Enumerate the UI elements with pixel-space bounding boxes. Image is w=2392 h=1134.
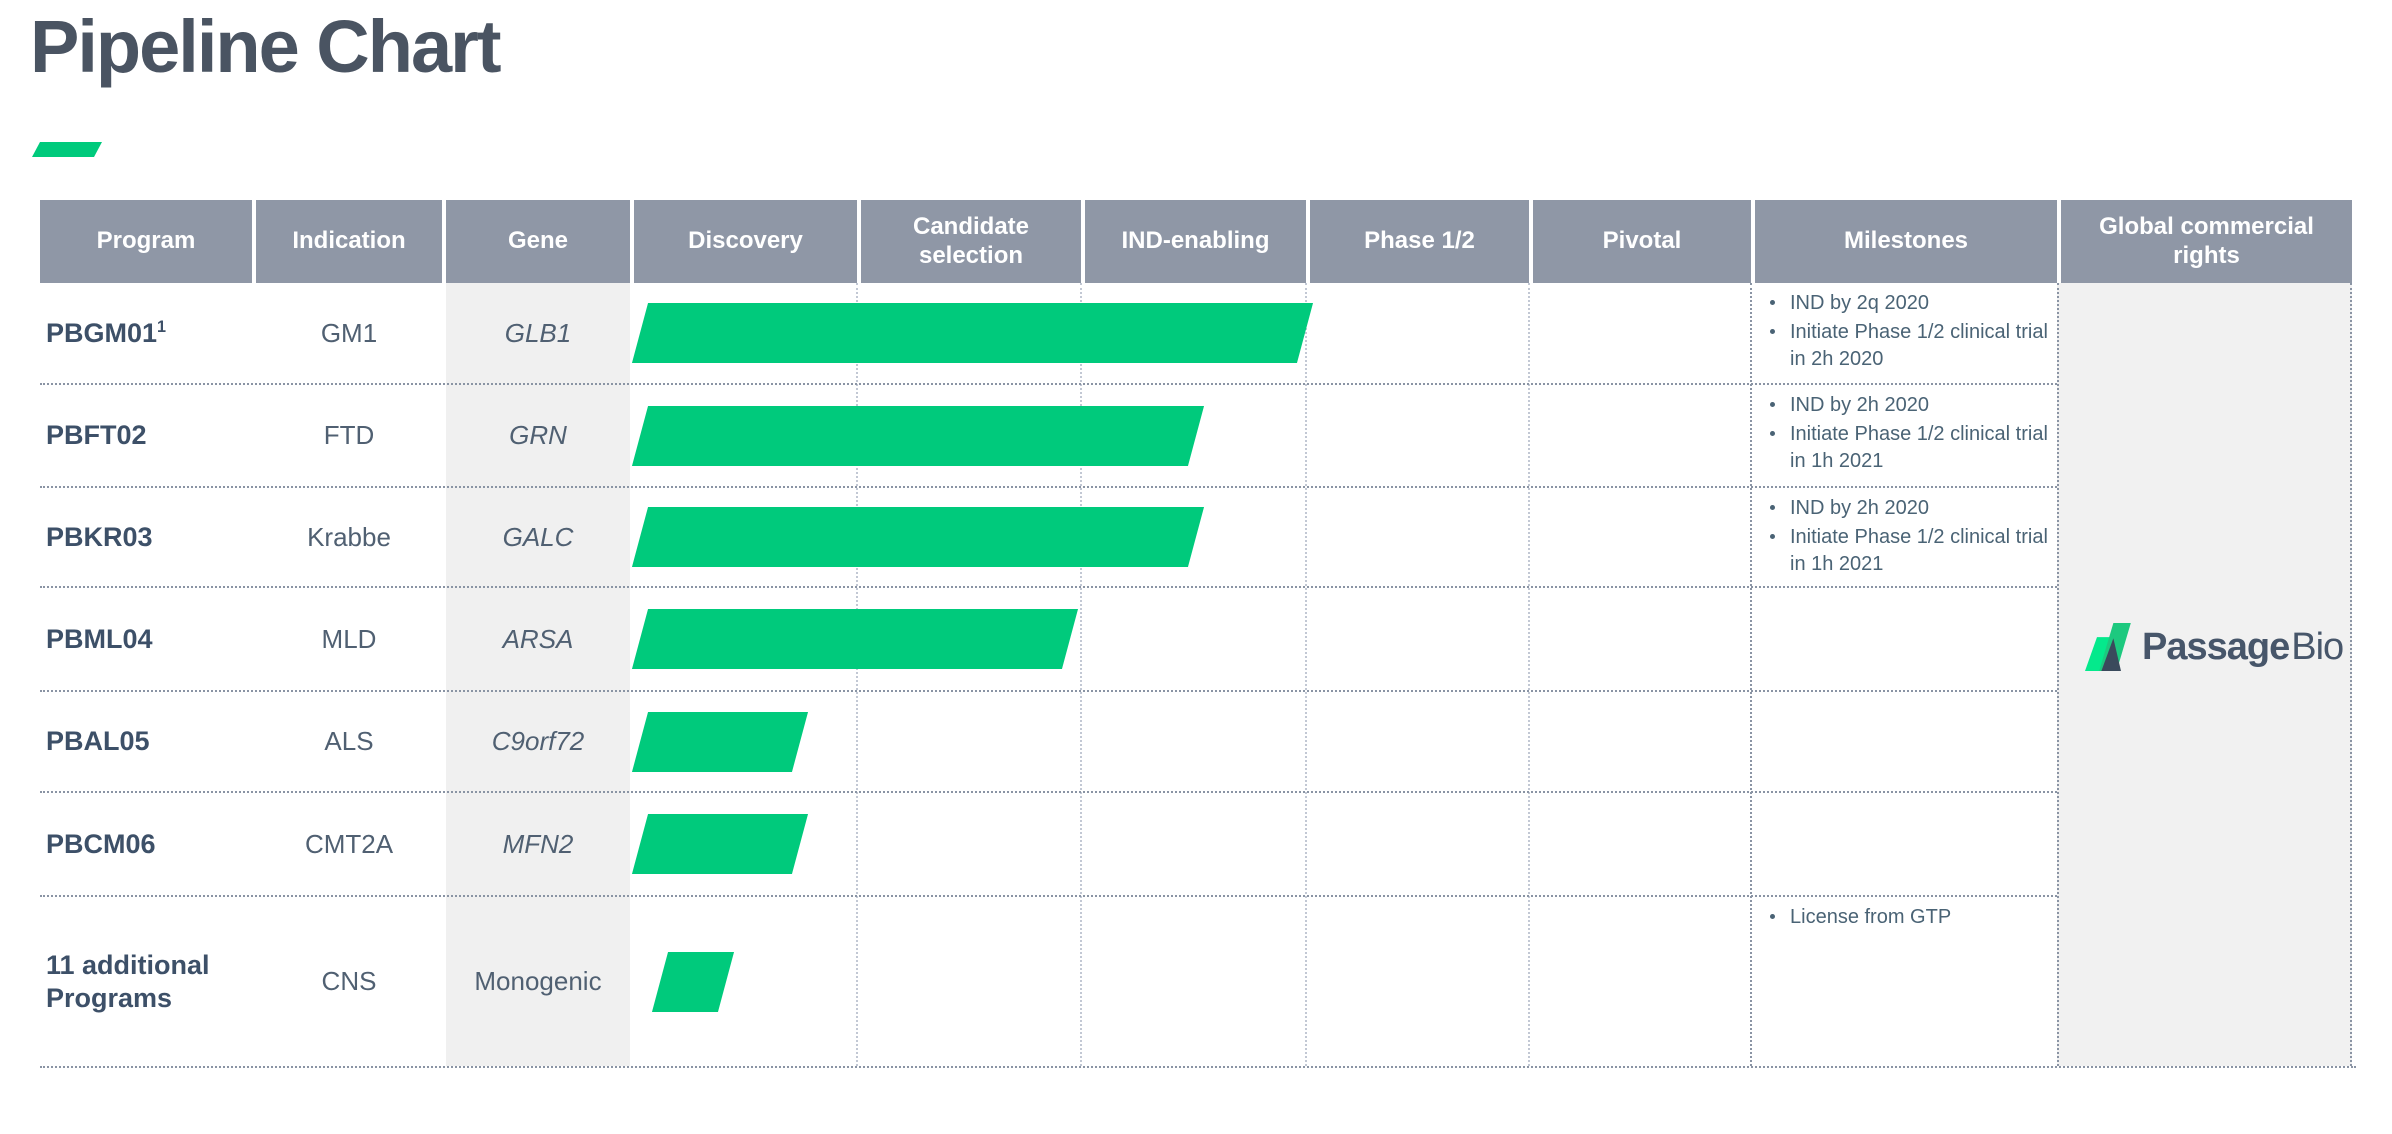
phase-progress-bar [631, 711, 809, 772]
dotted-column-separator [1305, 283, 1307, 1066]
pipeline-row-pbal05: PBAL05 ALS C9orf72 [40, 692, 2057, 793]
column-header-pivotal: Pivotal [1533, 200, 1751, 283]
passage-bio-logo-mark [2085, 623, 2131, 671]
gene-column-background [446, 283, 630, 1066]
pipeline-row-pbft02: PBFT02 FTD GRN IND by 2h 2020 Initiate Phase… [40, 385, 2057, 488]
column-header-gene: Gene [446, 200, 630, 283]
phase-progress-bar [651, 951, 735, 1012]
dotted-column-separator [1528, 283, 1530, 1066]
program-name: PBGM011 [46, 317, 167, 348]
milestone-item: Initiate Phase 1/2 clinical trial in 1h … [1764, 524, 2052, 577]
milestones-cell: IND by 2h 2020 Initiate Phase 1/2 clinica… [1754, 392, 2056, 477]
phase-progress-bar [631, 303, 1314, 363]
program-cell: PBKR03 [46, 488, 252, 586]
indication-cell: MLD [321, 623, 377, 654]
column-header-milestones: Milestones [1755, 200, 2057, 283]
milestone-item: IND by 2q 2020 [1764, 290, 2052, 316]
pipeline-row-pbkr03: PBKR03 Krabbe GALC IND by 2h 2020 Initiate P… [40, 488, 2057, 588]
program-cell: PBCM06 [46, 793, 252, 895]
gene-cell: GLB1 [504, 317, 572, 348]
logo-text-passage: Passage [2142, 625, 2290, 668]
passage-bio-logo: PassageBio [2083, 619, 2345, 675]
phase-progress-bar [631, 814, 809, 874]
pipeline-row-pbcm06: PBCM06 CMT2A MFN2 [40, 793, 2057, 897]
milestone-item: IND by 2h 2020 [1764, 495, 2052, 521]
program-cell: 11 additional Programs [46, 897, 252, 1066]
milestones-cell: IND by 2h 2020 Initiate Phase 1/2 clinica… [1754, 495, 2056, 580]
gene-cell: GRN [509, 420, 567, 450]
column-header-candidate-selection: Candidate selection [861, 200, 1081, 283]
global-rights-column-background [2057, 283, 2352, 1066]
phase-progress-bar [631, 507, 1205, 567]
phase-progress-bar [631, 405, 1205, 466]
table-body: PBGM011 GM1 GLB1 IND by 2q 2020 Initiate Pha… [40, 283, 2356, 1068]
indication-cell: Krabbe [307, 521, 391, 552]
dotted-column-separator [1080, 283, 1082, 1066]
milestones-cell: License from GTP [1754, 904, 2056, 933]
passage-bio-logo-text: PassageBio [2142, 625, 2344, 669]
indication-cell: FTD [323, 420, 375, 450]
milestone-item: License from GTP [1764, 904, 2052, 930]
pipeline-row-11-additional-programs: 11 additional Programs CNS Monogenic Licens… [40, 897, 2057, 1066]
program-name: PBCM06 [46, 828, 156, 859]
program-name: PBKR03 [46, 521, 153, 552]
dotted-column-separator [856, 283, 858, 1066]
program-cell: PBML04 [46, 588, 252, 690]
indication-cell: GM1 [320, 317, 378, 348]
column-header-phase-1-2: Phase 1/2 [1310, 200, 1529, 283]
logo-text-bio: Bio [2291, 625, 2344, 668]
program-cell: PBFT02 [46, 385, 252, 486]
column-header-program: Program [40, 200, 252, 283]
gene-cell: ARSA [502, 623, 574, 654]
pipeline-row-pbgm01: PBGM011 GM1 GLB1 IND by 2q 2020 Initiate Pha… [40, 283, 2057, 385]
gene-cell: Monogenic [474, 966, 602, 996]
title-underline-accent [32, 142, 102, 157]
program-cell: PBAL05 [46, 692, 252, 791]
table-header-row: Program Indication Gene Discovery Candidate … [40, 200, 2356, 283]
program-footnote: 1 [157, 317, 167, 336]
program-cell: PBGM011 [46, 283, 252, 383]
indication-cell: ALS [324, 726, 374, 756]
milestone-item: Initiate Phase 1/2 clinical trial in 1h … [1764, 421, 2052, 474]
column-header-indication: Indication [256, 200, 442, 283]
dotted-column-separator [1750, 283, 1752, 1066]
milestone-item: IND by 2h 2020 [1764, 392, 2052, 418]
program-name: PBFT02 [46, 420, 147, 451]
gene-cell: MFN2 [502, 828, 574, 859]
phase-progress-bar [631, 609, 1079, 669]
logo-mark-navy-triangle [2101, 638, 2121, 671]
program-name: PBAL05 [46, 726, 150, 757]
program-name: PBML04 [46, 623, 153, 654]
milestones-cell: IND by 2q 2020 Initiate Phase 1/2 clinica… [1754, 290, 2056, 375]
indication-cell: CNS [321, 966, 377, 996]
gene-cell: C9orf72 [491, 726, 585, 756]
column-header-discovery: Discovery [634, 200, 857, 283]
column-header-ind-enabling: IND-enabling [1085, 200, 1306, 283]
milestone-item: Initiate Phase 1/2 clinical trial in 2h … [1764, 319, 2052, 372]
page-title: Pipeline Chart [30, 5, 502, 88]
table-rows: PBGM011 GM1 GLB1 IND by 2q 2020 Initiate Pha… [40, 283, 2356, 1066]
pipeline-row-pbml04: PBML04 MLD ARSA [40, 588, 2057, 692]
gene-cell: GALC [502, 521, 574, 552]
program-name: 11 additional Programs [46, 950, 210, 1013]
indication-cell: CMT2A [304, 828, 394, 859]
column-header-global-commercial-rights: Global commercial rights [2061, 200, 2352, 283]
